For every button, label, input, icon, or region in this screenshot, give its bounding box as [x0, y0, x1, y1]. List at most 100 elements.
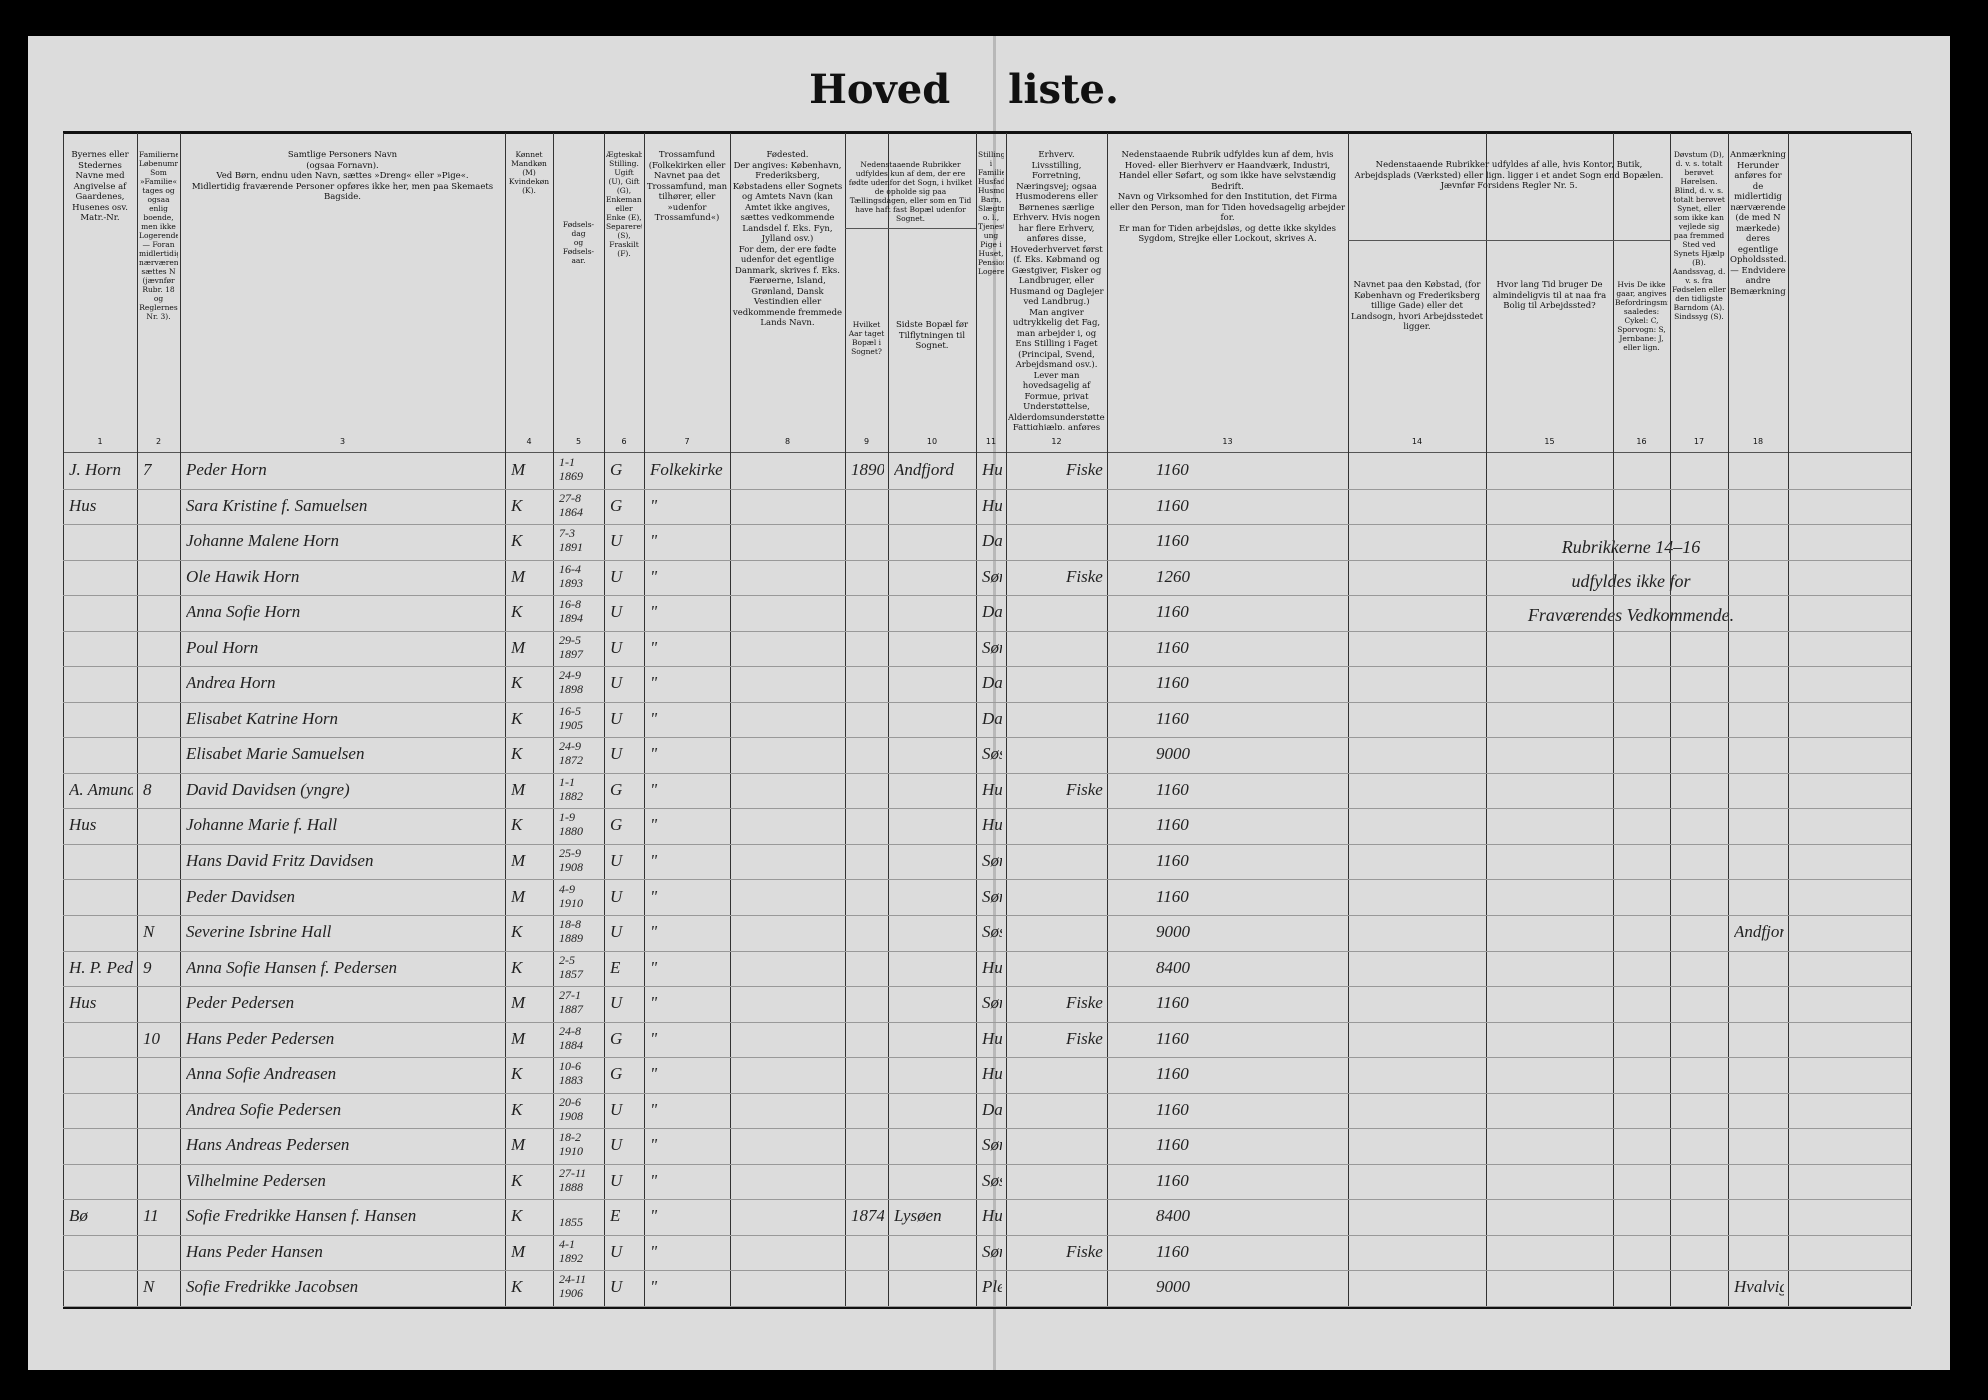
entry-family: 11	[143, 1206, 159, 1226]
entry-religion: "	[650, 1064, 658, 1084]
entry-matr: Bø	[69, 1206, 88, 1226]
entry-name: Johanne Malene Horn	[186, 531, 339, 551]
entry-birth-year: 1908	[559, 859, 583, 874]
entry-amount: 9000	[1156, 744, 1190, 764]
entry-matr: H. P. Pedersen	[69, 957, 133, 977]
column-number: 5	[575, 437, 582, 446]
entry-amount: 1160	[1156, 1170, 1189, 1190]
entry-occupation: Fisker	[1066, 460, 1103, 479]
entry-position: Husmoder	[982, 1064, 1002, 1084]
entry-position: Datter	[982, 1099, 1002, 1119]
entry-marital: U	[610, 1241, 623, 1261]
entry-marital: U	[610, 993, 623, 1013]
column-number: 4	[526, 437, 532, 446]
column-line	[604, 133, 605, 1306]
column-number: 13	[1222, 437, 1233, 446]
entry-family: 9	[143, 957, 152, 977]
entry-sex: K	[511, 922, 523, 942]
entry-position: Søn	[982, 886, 1002, 906]
entry-marital: G	[610, 460, 623, 479]
entry-birth-day: 24-8	[559, 1023, 581, 1038]
column-header: Ægteskabelig Stilling. Ugift (U), Gift (…	[606, 150, 642, 258]
entry-birth-year: 1888	[559, 1179, 583, 1194]
entry-amount: 1160	[1156, 602, 1189, 622]
column-header: Fødested. Der angives: København, Freder…	[732, 150, 843, 328]
entry-birth-day: 4-1	[559, 1236, 575, 1251]
column-line	[137, 133, 138, 1306]
entry-birth-day: 16-8	[559, 597, 581, 612]
entry-religion: "	[650, 957, 658, 977]
entry-name: Ole Hawik Horn	[186, 566, 300, 586]
entry-birth-year: 1883	[559, 1073, 583, 1088]
entry-amount: 8400	[1156, 1206, 1190, 1226]
entry-birth-year: 1869	[559, 469, 583, 483]
column-line	[180, 133, 181, 1306]
entry-name: Hans David Fritz Davidsen	[186, 850, 374, 870]
column-line	[1006, 133, 1007, 1306]
entry-previous: Lysøen	[894, 1206, 942, 1226]
entry-name: Peder Pedersen	[186, 993, 295, 1013]
entry-amount: 9000	[1156, 1277, 1190, 1297]
page-title: Hoved liste.	[809, 66, 1119, 113]
entry-name: Hans Peder Pedersen	[186, 1028, 335, 1048]
group-rule	[845, 228, 976, 229]
entry-amount: 1160	[1156, 531, 1189, 551]
row-rule	[63, 489, 1911, 490]
entry-religion: "	[650, 531, 658, 551]
entry-birth-day: 18-8	[559, 917, 581, 932]
annotation-note: Rubrikkerne 14–16 udfyldes ikke for Frav…	[1527, 537, 1735, 625]
column-header: Trossamfund (Folkekirken eller Navnet pa…	[646, 150, 728, 223]
entry-marital: U	[610, 637, 623, 657]
entry-sex: K	[511, 495, 523, 515]
column-header: Familiernes Løbenumre. Som »Familie« tag…	[139, 150, 178, 321]
entry-position: Husfader	[982, 1028, 1002, 1048]
row-rule	[63, 1022, 1911, 1023]
entry-birth-year: 1882	[559, 788, 583, 803]
entry-marital: U	[610, 708, 623, 728]
column-line	[1788, 133, 1789, 1306]
column-header: Nedenstaaende Rubrik udfyldes kun af dem…	[1109, 150, 1346, 244]
entry-amount: 1160	[1156, 886, 1189, 906]
entry-religion: "	[650, 744, 658, 764]
entry-amount: 1160	[1156, 1099, 1189, 1119]
entry-marital: U	[610, 922, 623, 942]
entry-birth-year: 1857	[559, 966, 583, 981]
entry-birth-day: 18-2	[559, 1130, 581, 1145]
column-header: Byernes eller Stedernes Navne med Angive…	[71, 150, 129, 223]
row-rule	[63, 666, 1911, 667]
entry-religion: "	[650, 1241, 658, 1261]
entry-marital: U	[610, 566, 623, 586]
column-number: 3	[339, 437, 346, 446]
column-line	[553, 133, 554, 1306]
column-number: 7	[684, 437, 690, 446]
entry-marital: G	[610, 1028, 623, 1048]
column-line	[1911, 133, 1912, 1306]
entry-birth-day: 25-9	[559, 845, 581, 860]
column-line	[845, 133, 846, 1306]
entry-birth-day: 24-9	[559, 668, 581, 683]
entry-birth-year: 1910	[559, 895, 583, 910]
entry-position: Datter	[982, 531, 1002, 551]
entry-religion: "	[650, 602, 658, 622]
entry-birth-day: 24-9	[559, 739, 581, 754]
entry-name: Anna Sofie Horn	[186, 602, 301, 622]
entry-position: Husmoder	[982, 957, 1002, 977]
entry-family: N	[143, 922, 155, 942]
entry-position: Datter	[982, 708, 1002, 728]
row-rule	[63, 1270, 1911, 1271]
entry-birth-day: 27-1	[559, 988, 581, 1003]
column-header: Sidste Bopæl før Tilflytningen til Sogne…	[895, 320, 969, 351]
entry-marital: E	[610, 957, 621, 977]
group-rule	[1348, 240, 1670, 241]
column-number: 17	[1693, 437, 1705, 446]
entry-name: Peder Davidsen	[186, 886, 296, 906]
entry-occupation: Fisker	[1066, 779, 1103, 799]
row-rule	[63, 1306, 1911, 1307]
entry-sex: K	[511, 1099, 523, 1119]
entry-position: Pleiebarn	[982, 1277, 1002, 1297]
entry-marital: G	[610, 1064, 623, 1084]
entry-birth-day: 29-5	[559, 632, 581, 647]
entry-religion: "	[650, 1135, 658, 1155]
column-header: Døvstum (D), d. v. s. totalt berøvet Hør…	[1672, 150, 1726, 321]
entry-matr: A. Amundsen	[69, 779, 133, 799]
